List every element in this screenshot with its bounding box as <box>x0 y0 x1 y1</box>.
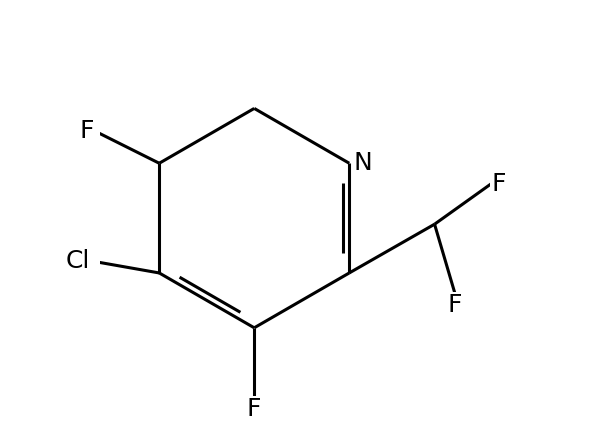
Text: N: N <box>353 151 372 175</box>
Text: F: F <box>491 172 506 196</box>
Text: Cl: Cl <box>66 249 90 273</box>
Text: F: F <box>247 397 262 421</box>
Text: F: F <box>80 119 95 143</box>
Text: F: F <box>448 293 462 317</box>
